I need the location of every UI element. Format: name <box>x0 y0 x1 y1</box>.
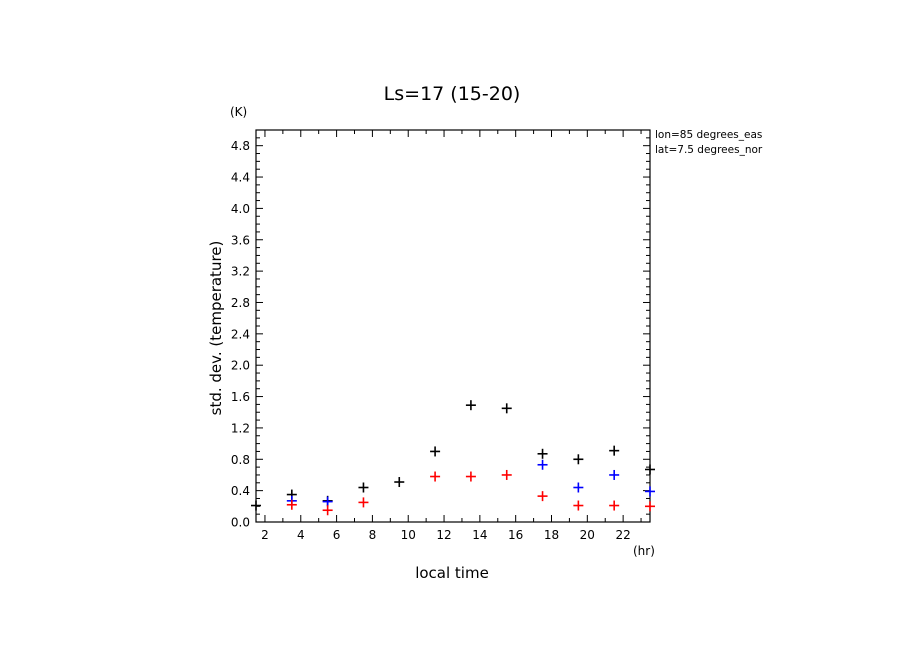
y-tick-label: 4.8 <box>231 139 250 153</box>
data-point-series-0-6 <box>465 400 476 411</box>
chart-title: Ls=17 (15-20) <box>384 83 521 105</box>
y-axis-label: std. dev. (temperature) <box>207 241 225 416</box>
x-tick-label: 20 <box>580 528 595 542</box>
data-point-series-0-10 <box>609 445 620 456</box>
y-unit-label: (K) <box>230 105 247 119</box>
data-point-series-0-0 <box>251 500 261 511</box>
data-point-series-2-6 <box>537 491 548 502</box>
x-unit-label: (hr) <box>633 544 655 558</box>
x-tick-label: 6 <box>333 528 341 542</box>
x-axis-label: local time <box>415 564 489 582</box>
y-tick-label: 2.4 <box>231 327 250 341</box>
y-tick-label: 4.4 <box>231 171 250 185</box>
data-point-series-1-5 <box>645 486 655 497</box>
data-point-series-2-2 <box>358 497 369 508</box>
data-point-series-2-1 <box>322 505 333 516</box>
data-point-series-2-3 <box>430 471 441 482</box>
plot-frame <box>255 129 651 523</box>
data-point-series-0-4 <box>394 477 405 488</box>
data-point-series-1-3 <box>573 482 584 493</box>
y-tick-label: 0.8 <box>231 453 250 467</box>
axis-ticks: 2 4 6 8 10 12 14 16 18 20 22 0.0 0.4 0.8 1.2 1.6 2.0 2.4 2… <box>231 129 650 542</box>
data-point-series-2-7 <box>573 500 584 511</box>
x-tick-label: 4 <box>297 528 305 542</box>
y-tick-label: 1.2 <box>231 421 250 435</box>
data-point-series-1-1 <box>322 496 333 507</box>
y-tick-label: 0.4 <box>231 484 250 498</box>
x-tick-label: 8 <box>369 528 377 542</box>
y-tick-label: 4.0 <box>231 202 250 216</box>
x-tick-label: 10 <box>401 528 416 542</box>
y-tick-label: 0.0 <box>231 516 250 530</box>
data-point-series-2-4 <box>465 471 476 482</box>
data-point-series-0-11 <box>645 464 655 475</box>
data-point-series-2-8 <box>609 500 620 511</box>
x-tick-label: 16 <box>508 528 523 542</box>
x-tick-label: 14 <box>472 528 487 542</box>
data-point-series-0-7 <box>501 403 512 414</box>
y-tick-label: 2.0 <box>231 359 250 373</box>
data-point-series-1-2 <box>537 459 548 470</box>
x-tick-label: 22 <box>615 528 630 542</box>
data-point-series-2-9 <box>645 501 655 512</box>
annotation-lat: lat=7.5 degrees_nor <box>655 144 763 156</box>
data-point-series-2-0 <box>286 499 297 510</box>
x-tick-label: 12 <box>436 528 451 542</box>
x-tick-label: 2 <box>261 528 269 542</box>
y-tick-label: 3.6 <box>231 233 250 247</box>
y-tick-label: 2.8 <box>231 296 250 310</box>
data-point-series-0-5 <box>430 446 441 457</box>
annotation-lon: lon=85 degrees_eas <box>655 129 762 141</box>
y-tick-label: 1.6 <box>231 390 250 404</box>
data-point-series-0-3 <box>358 482 369 493</box>
data-point-series-1-4 <box>609 469 620 480</box>
y-tick-label: 3.2 <box>231 265 250 279</box>
x-tick-label: 18 <box>544 528 559 542</box>
data-point-series-2-5 <box>501 469 512 480</box>
data-point-series-0-9 <box>573 454 584 465</box>
data-points <box>251 400 655 516</box>
data-point-series-0-8 <box>537 448 548 459</box>
